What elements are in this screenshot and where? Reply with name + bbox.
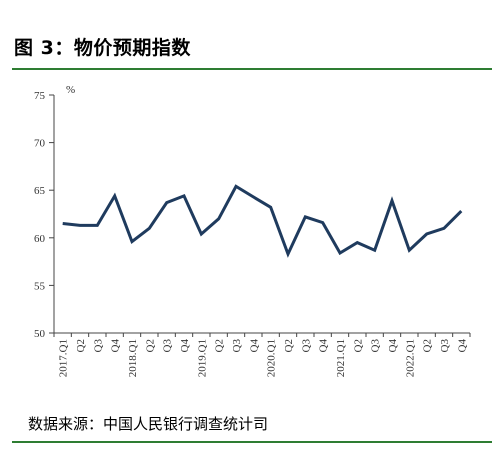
x-tick-label: Q2 [75,339,87,352]
x-tick-label: Q2 [144,339,156,352]
x-tick-label: Q2 [352,339,364,352]
x-tick-label: Q2 [283,339,295,352]
x-tick-label: 2018.Q1 [127,339,139,377]
x-tick-label: Q4 [318,339,330,353]
x-tick-label: Q3 [370,339,382,353]
x-tick-label: 2022.Q1 [404,339,416,377]
title-divider [12,68,492,70]
series-line [62,184,463,258]
y-tick-label: 50 [34,328,46,340]
x-tick-label: 2021.Q1 [335,339,347,377]
x-tick-label: 2019.Q1 [196,339,208,377]
x-tick-label: Q3 [231,339,243,353]
series-lines [62,184,463,258]
x-tick-label: Q4 [456,339,468,353]
data-source-note: 数据来源：中国人民银行调查统计司 [28,415,269,433]
x-tick-label: Q3 [162,339,174,353]
x-tick-label: Q4 [179,339,191,353]
chart-axes [53,95,470,334]
x-tick-label: Q4 [387,339,399,353]
x-tick-label: Q3 [439,339,451,353]
y-tick-label: 75 [34,90,46,102]
x-tick-label: 2020.Q1 [266,339,278,377]
y-tick-label: 65 [34,185,46,197]
x-tick-label: Q3 [92,339,104,353]
y-tick-label: 55 [34,280,46,292]
x-tick-label: Q3 [300,339,312,353]
x-tick-label: Q2 [422,339,434,352]
y-tick-label: 60 [34,233,46,245]
x-axis-ticks: 2017.Q1 Q2 Q3 Q4 2018.Q1 Q2 Q3 Q4 2019.Q1 Q2 Q3 Q4 2… [53,333,471,377]
x-tick-label: Q4 [248,339,260,353]
price-expectation-line-chart: % 50 55 60 65 70 75 2017.Q1 Q2 Q3 Q4 2018.Q1 Q2 Q3 Q… [34,84,471,377]
x-tick-label: Q4 [110,339,122,353]
y-axis-ticks: 50 55 60 65 70 75 [34,90,54,340]
x-tick-label: Q2 [214,339,226,352]
x-tick-label: 2017.Q1 [58,339,70,377]
y-axis-unit-label: % [66,84,75,96]
footer-divider [12,441,492,443]
y-tick-label: 70 [34,138,46,150]
chart-title: 图 3：物价预期指数 [14,37,191,59]
